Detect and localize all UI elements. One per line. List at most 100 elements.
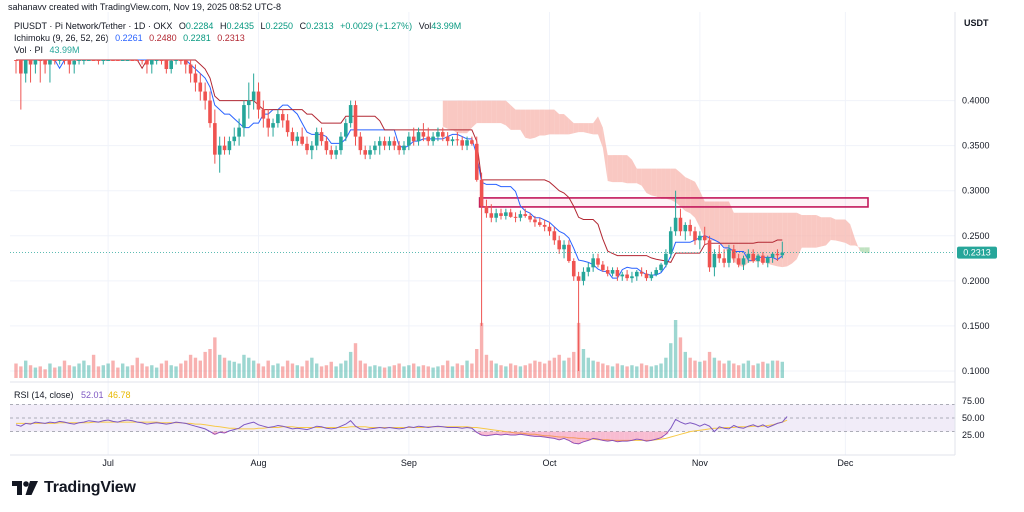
ichimoku-base-line	[16, 59, 783, 263]
candle-body	[416, 132, 421, 142]
candle-body	[116, 60, 120, 61]
candle-body	[305, 143, 309, 151]
rsi-oversold-fill	[595, 431, 601, 440]
volume-bar	[169, 365, 173, 378]
rsi-oversold-fill	[551, 431, 557, 439]
candle-body	[562, 244, 566, 250]
candle-body	[688, 224, 692, 232]
volume-bar	[639, 363, 644, 378]
volume-bar	[538, 361, 542, 378]
ichimoku-cloud-segment	[782, 212, 788, 268]
rsi-background-band	[10, 404, 955, 432]
volume-bar	[732, 363, 736, 378]
candle-body	[717, 253, 722, 259]
volume-bar	[373, 365, 377, 378]
volume-bar	[450, 366, 455, 378]
volume-bar	[635, 366, 639, 378]
candle-body	[140, 60, 144, 61]
volume-bar	[649, 366, 654, 378]
ichimoku-cloud-segment	[530, 109, 535, 139]
volume-bar	[567, 357, 571, 378]
ichimoku-legend[interactable]: Ichimoku (9, 26, 52, 26) 0.2261 0.2480 0…	[14, 33, 245, 44]
candle-body	[596, 258, 600, 265]
candle-body	[227, 141, 232, 151]
ichimoku-cloud-segment	[510, 105, 516, 130]
currency-label[interactable]: USDT	[964, 18, 989, 28]
volume-legend[interactable]: Vol · PI 43.99M	[14, 45, 80, 56]
symbol-name[interactable]: PIUSDT · Pi Network/Tether · 1D · OKX	[14, 21, 173, 31]
resistance-zone-box	[478, 197, 869, 208]
month-label: Nov	[692, 458, 709, 468]
ichimoku-cloud-segment	[602, 127, 608, 181]
rsi-label: RSI (14, close)	[14, 390, 74, 400]
month-label: Oct	[542, 458, 557, 468]
volume-value: 43.99M	[431, 21, 462, 31]
volume-bar	[601, 363, 605, 378]
volume-bar	[542, 363, 547, 378]
candle-body	[135, 60, 140, 61]
volume-bar	[315, 363, 319, 378]
ichimoku-cloud-layer	[442, 100, 870, 268]
candle-body	[712, 253, 717, 268]
rsi-oversold-fill	[629, 431, 635, 441]
candle-body	[77, 60, 81, 61]
candle-body	[644, 273, 649, 279]
ichimoku-cloud-segment	[486, 100, 492, 124]
volume-bar	[416, 366, 421, 378]
volume-bar	[72, 366, 76, 378]
volume-bar	[14, 363, 18, 378]
ichimoku-cloud-segment	[738, 212, 744, 267]
candle-body	[673, 217, 678, 232]
rsi-pane: RSI (14, close) 52.01 46.78	[10, 381, 955, 445]
volume-bar	[664, 357, 668, 378]
tradingview-logo[interactable]: TradingView	[12, 479, 136, 497]
symbol-legend: PIUSDT · Pi Network/Tether · 1D · OKX O0…	[14, 21, 461, 32]
ichimoku-cloud-segment	[578, 123, 584, 133]
volume-bar	[285, 360, 290, 378]
candle-body	[654, 270, 658, 275]
volume-bar	[445, 360, 450, 378]
candle-body	[232, 136, 237, 142]
rsi-oversold-fill	[217, 431, 223, 433]
open-label: O	[178, 21, 186, 31]
ichimoku-label: Ichimoku (9, 26, 52, 26)	[14, 33, 109, 43]
volume-bar	[746, 360, 751, 378]
candle-body	[96, 60, 101, 61]
rsi-oversold-fill	[488, 431, 494, 435]
candle-body	[86, 60, 91, 61]
candle-body	[368, 150, 372, 155]
rsi-oversold-fill	[619, 431, 625, 442]
candle-body	[698, 235, 702, 241]
ichimoku-cloud-segment	[695, 181, 700, 228]
rsi-line	[15, 416, 788, 445]
candle-body	[445, 136, 450, 142]
volume-bar	[533, 360, 537, 378]
rsi-oversold-fill	[484, 431, 489, 436]
ichimoku-cloud-segment	[796, 212, 802, 260]
ichimoku-cloud-segment	[753, 212, 759, 262]
ichimoku-cloud-segment	[787, 212, 792, 267]
rsi-oversold-fill	[566, 431, 572, 441]
volume-bar	[184, 360, 188, 378]
ichimoku-cloud-segment	[520, 109, 526, 138]
candle-body	[174, 60, 178, 61]
candle-body	[678, 217, 683, 232]
rsi-tick-label: 75.00	[962, 396, 985, 406]
volume-bar	[693, 360, 697, 378]
candle-body	[130, 60, 135, 61]
ichimoku-cloud-segment	[758, 212, 763, 262]
candle-body	[295, 136, 300, 142]
ichimoku-cloud-segment	[627, 155, 632, 184]
volume-indicator-value: 43.99M	[49, 45, 80, 55]
volume-bar	[509, 363, 513, 378]
ichimoku-cloud-segment	[588, 123, 594, 135]
ichimoku-cloud-segment	[709, 201, 715, 241]
volume-bar	[154, 367, 159, 378]
volume-bar	[213, 337, 217, 378]
rsi-oversold-fill	[547, 431, 552, 438]
ichimoku-cloud-segment	[724, 201, 729, 256]
volume-bar	[528, 363, 532, 378]
candle-body	[601, 264, 605, 271]
